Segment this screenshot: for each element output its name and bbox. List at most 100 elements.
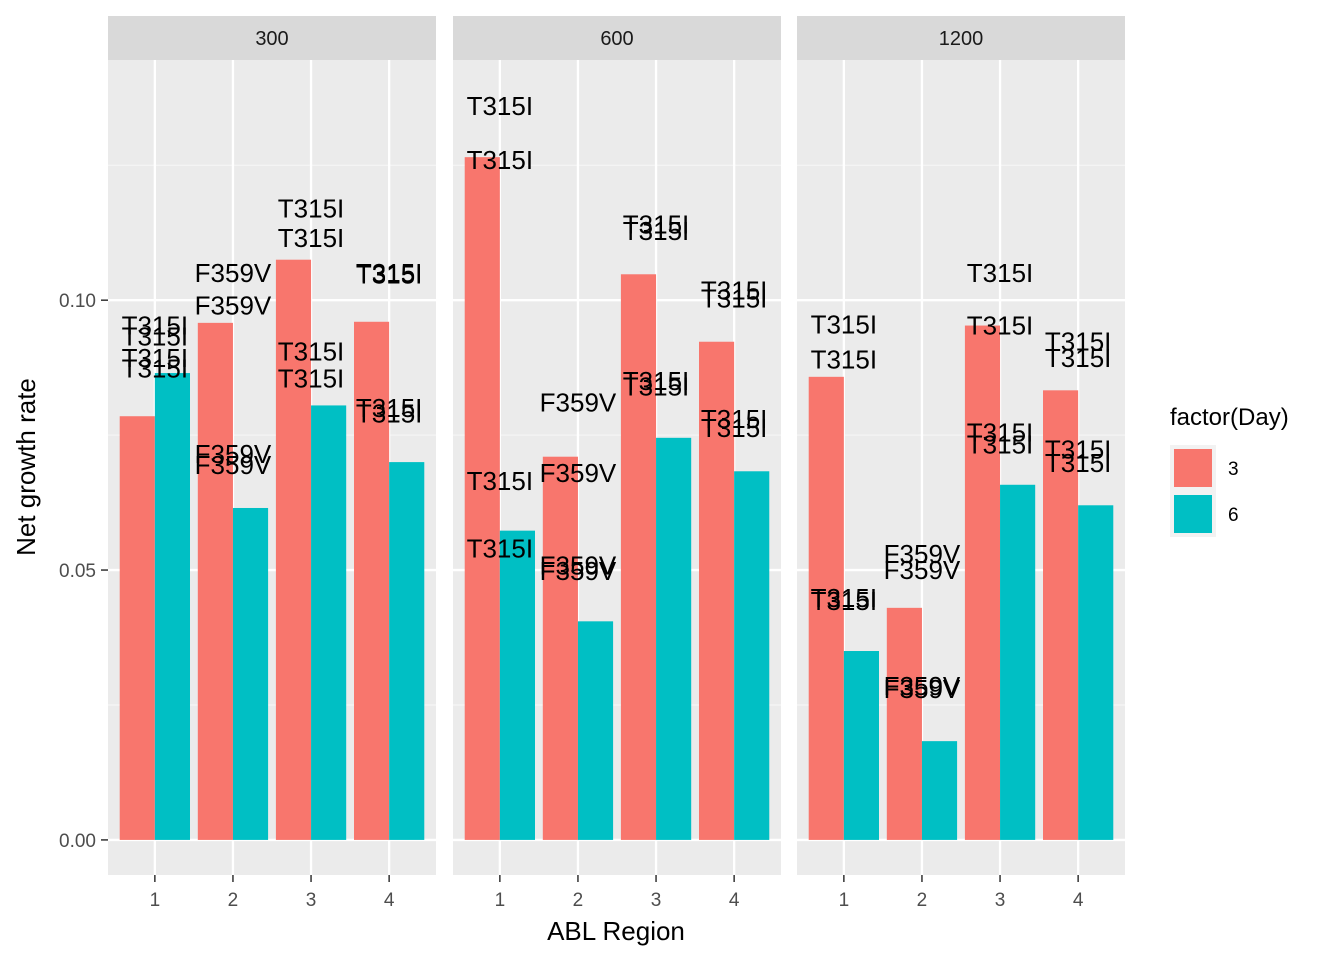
bar-annotation: T315I	[356, 399, 423, 429]
x-axis-title: ABL Region	[547, 916, 685, 946]
bar-day-3-region-4	[1043, 390, 1079, 840]
bar-annotation: T315I	[356, 393, 423, 423]
bar-day-6-region-1	[154, 373, 190, 840]
bar-day-3-region-3	[964, 325, 1001, 840]
bar-day-6-region-4	[734, 471, 770, 840]
bar-annotation: T315I	[467, 466, 534, 496]
bar-annotation: T315I	[467, 91, 534, 121]
x-tick-label: 4	[1073, 890, 1084, 911]
bar-annotation: F359V	[884, 539, 961, 569]
bar-annotation: T315I	[967, 258, 1034, 288]
x-tick-label: 2	[573, 890, 584, 911]
bar-annotation: T315I	[122, 354, 189, 384]
bar-day-6-region-4	[1078, 505, 1114, 840]
bar-day-6-region-2	[577, 621, 614, 840]
bar-day-3-region-2	[886, 607, 922, 840]
bar-annotation: T315I	[701, 275, 768, 305]
bar-annotation: T315I	[701, 404, 768, 434]
bar-day-6-region-3	[311, 405, 347, 840]
bar-annotation: T315I	[467, 533, 534, 563]
legend-label-3: 3	[1228, 459, 1239, 480]
bar-annotation: T315I	[122, 343, 189, 373]
x-tick-label: 2	[917, 890, 928, 911]
bar-annotation: T315I	[467, 145, 534, 175]
facet-strip	[797, 16, 1125, 60]
bar-annotation: T315I	[1045, 343, 1112, 373]
bar-annotation: T315I	[278, 363, 345, 393]
bar-day-3-region-2	[542, 456, 578, 840]
y-axis-title: Net growth rate	[11, 378, 41, 556]
bar-annotation: T315I	[811, 583, 878, 613]
y-tick-label: 0.05	[59, 561, 96, 582]
bar-annotation: F359V	[884, 555, 961, 585]
bar-annotation: T315I	[811, 586, 878, 616]
facet-strip	[453, 16, 781, 60]
panels-layer: 300T315IT315IT315IT315IF359VF359VF359VF3…	[108, 16, 1125, 911]
bar-annotation: T315I	[623, 372, 690, 402]
legend-swatch-3	[1174, 449, 1212, 487]
bar-annotation: F359V	[540, 458, 617, 488]
x-tick-label: 1	[150, 890, 161, 911]
panel-1200: 1200T315IT315IT315IT315IF359VF359VF359VF…	[797, 16, 1125, 911]
bar-annotation: T315I	[811, 345, 878, 375]
bar-annotation: T315I	[278, 336, 345, 366]
x-tick-label: 2	[228, 890, 239, 911]
bar-day-6-region-1	[843, 651, 879, 840]
bar-annotation: F359V	[884, 671, 961, 701]
bar-annotation: T315I	[623, 210, 690, 240]
x-tick-label: 3	[306, 890, 317, 911]
bar-annotation: T315I	[623, 216, 690, 246]
bar-annotation: T315I	[967, 311, 1034, 341]
y-tick-label: 0.00	[59, 831, 96, 852]
bar-day-6-region-1	[499, 530, 535, 840]
x-tick-label: 3	[651, 890, 662, 911]
facet-strip-label: 600	[600, 28, 633, 50]
bar-day-3-region-3	[275, 259, 312, 840]
x-tick-label: 3	[995, 890, 1006, 911]
legend: factor(Day) 3 6	[1170, 404, 1289, 537]
bar-day-3-region-1	[808, 376, 844, 840]
panel-300: 300T315IT315IT315IT315IF359VF359VF359VF3…	[108, 16, 436, 911]
bar-annotation: T315I	[967, 429, 1034, 459]
bar-annotation: F359V	[540, 556, 617, 586]
bar-day-3-region-2	[197, 322, 233, 840]
bar-annotation: T315I	[1045, 435, 1112, 465]
bar-annotation: F359V	[195, 258, 272, 288]
bar-day-3-region-1	[119, 416, 155, 840]
bar-day-3-region-4	[354, 321, 390, 840]
bar-annotation: F359V	[540, 388, 617, 418]
bar-day-3-region-1	[464, 157, 500, 840]
bar-annotation: T315I	[701, 284, 768, 314]
bar-annotation: T315I	[1045, 448, 1112, 478]
bar-day-6-region-2	[232, 507, 269, 840]
bar-annotation: F359V	[195, 439, 272, 469]
legend-label-6: 6	[1228, 505, 1239, 526]
y-tick-label: 0.10	[59, 291, 96, 312]
bar-annotation: T315I	[967, 417, 1034, 447]
bar-annotation: F359V	[884, 674, 961, 704]
bar-annotation: T315I	[623, 366, 690, 396]
facet-strip-label: 1200	[939, 28, 984, 50]
bar-annotation: T315I	[811, 309, 878, 339]
bar-annotation: F359V	[195, 291, 272, 321]
bar-day-3-region-4	[699, 341, 735, 840]
bar-day-6-region-2	[921, 741, 958, 840]
bar-annotation: T315I	[278, 223, 345, 253]
legend-swatch-6	[1174, 495, 1212, 533]
legend-title: factor(Day)	[1170, 404, 1289, 431]
bar-annotation: T315I	[356, 259, 423, 289]
bar-annotation: F359V	[195, 450, 272, 480]
bar-day-3-region-3	[620, 274, 657, 840]
bar-day-6-region-4	[389, 462, 425, 840]
bar-annotation: F359V	[540, 551, 617, 581]
bar-annotation: T315I	[1045, 327, 1112, 357]
x-tick-label: 4	[384, 890, 395, 911]
y-axis: 0.00 0.05 0.10	[59, 291, 108, 852]
facet-strip-label: 300	[255, 28, 288, 50]
x-tick-label: 4	[729, 890, 740, 911]
x-tick-label: 1	[495, 890, 506, 911]
bar-day-6-region-3	[1000, 484, 1036, 840]
panel-600: 600T315IT315IT315IT315IF359VF359VF359VF3…	[453, 16, 781, 911]
bar-day-6-region-3	[656, 437, 692, 840]
bar-annotation: T315I	[122, 321, 189, 351]
